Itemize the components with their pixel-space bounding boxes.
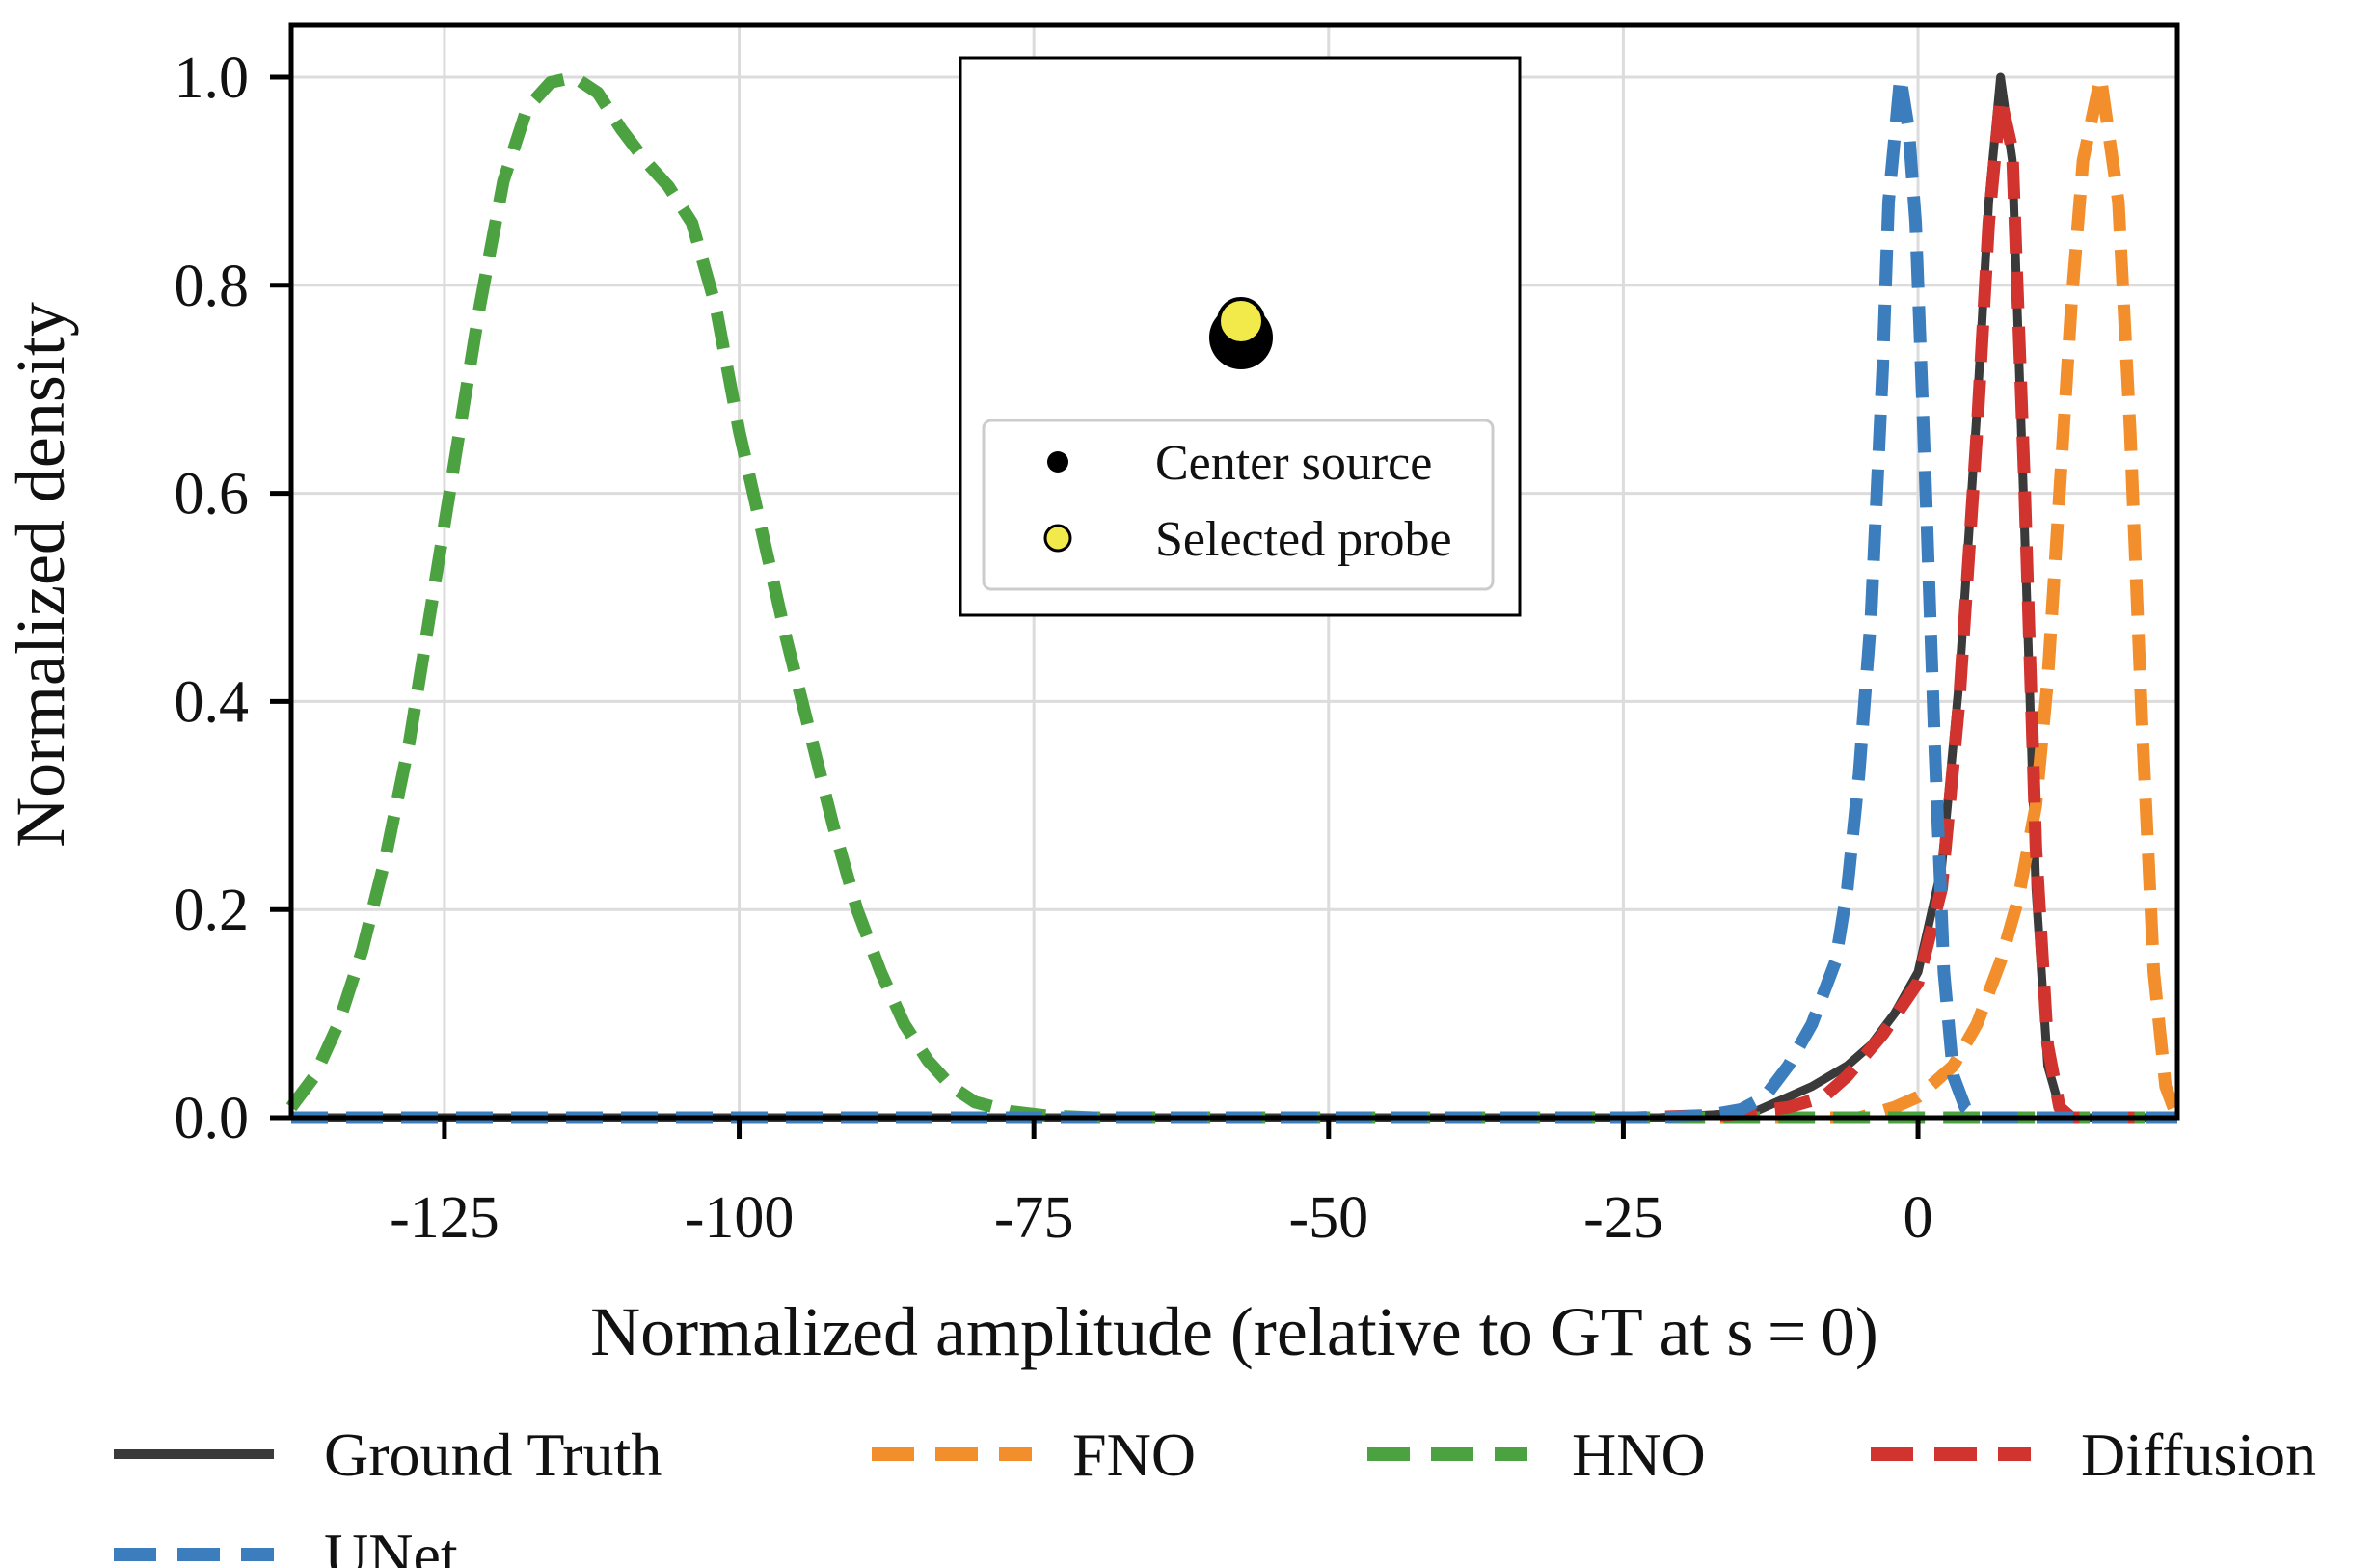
y-tick-label: 0.6: [175, 462, 250, 527]
center-source-legend-marker: [1047, 451, 1068, 473]
inset-panel: Center source Selected probe: [958, 56, 1522, 617]
legend-label-ground-truth: Ground Truth: [324, 1420, 662, 1489]
legend-label-diffusion: Diffusion: [2081, 1420, 2316, 1489]
y-tick-label: 0.2: [175, 878, 250, 943]
y-tick-label: 1.0: [175, 45, 250, 111]
x-tick-label: 0: [1904, 1185, 1933, 1251]
y-tick-label: 0.0: [175, 1086, 250, 1151]
y-axis: 0.0 0.2 0.4 0.6 0.8 1.0: [175, 45, 291, 1151]
x-axis-label: Normalized amplitude (relative to GT at …: [590, 1293, 1878, 1370]
x-tick-label: -75: [994, 1185, 1074, 1251]
x-tick-label: -25: [1583, 1185, 1663, 1251]
legend-label-unet: UNet: [324, 1521, 458, 1568]
inset-legend-box: [982, 419, 1495, 591]
bottom-legend: Ground Truth FNO HNO Diffusion UNet: [114, 1420, 2316, 1568]
x-tick-label: -100: [685, 1185, 795, 1251]
x-axis: -125 -100 -75 -50 -25 0: [390, 1118, 1933, 1251]
y-tick-label: 0.4: [175, 669, 250, 735]
series-line-unet: [291, 70, 2177, 1124]
series-line-fno: [291, 70, 2184, 1124]
legend-label-hno: HNO: [1572, 1420, 1706, 1489]
selected-probe-marker: [1217, 297, 1265, 345]
y-axis-label: Normalized density: [2, 302, 79, 848]
y-tick-label: 0.8: [175, 254, 250, 319]
center-source-legend-label: Center source: [1155, 436, 1432, 491]
selected-probe-legend-marker: [1043, 524, 1072, 553]
plot-frame: [288, 22, 2180, 1121]
inset-legend: Center source Selected probe: [982, 419, 1495, 591]
series-layer: [285, 70, 2184, 1124]
x-tick-label: -125: [390, 1185, 500, 1251]
series-line-hno: [285, 70, 2177, 1124]
x-tick-label: -50: [1288, 1185, 1368, 1251]
series-line-diffusion: [291, 92, 2177, 1124]
legend-label-fno: FNO: [1072, 1420, 1196, 1489]
selected-probe-legend-label: Selected probe: [1155, 512, 1452, 567]
